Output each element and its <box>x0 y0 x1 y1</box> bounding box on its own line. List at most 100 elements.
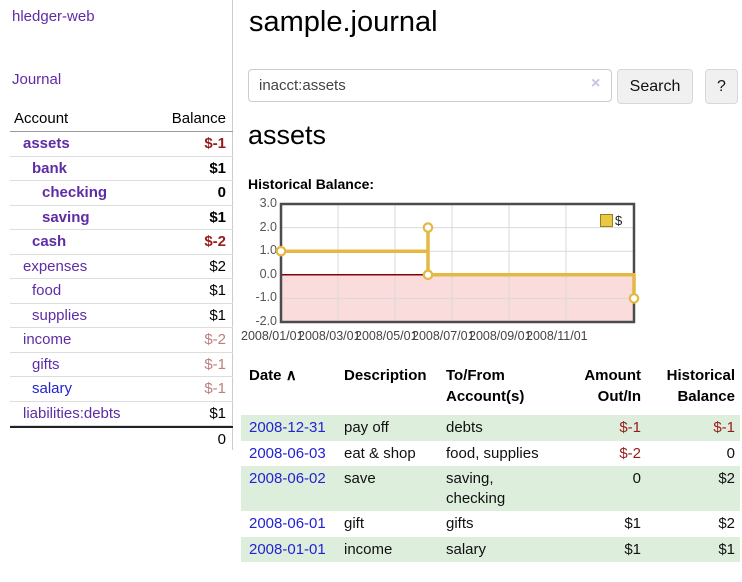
transactions-header-row: Date ∧ Description To/From Account(s) Am… <box>241 361 740 415</box>
description-column-header: Description <box>344 367 427 384</box>
balance-value: $1 <box>209 208 226 226</box>
account-link-salary[interactable]: salary <box>32 380 73 398</box>
account-link-food[interactable]: food <box>32 282 62 300</box>
legend-series-label: $ <box>615 213 623 228</box>
balance-column-header: Historical Balance <box>666 367 735 405</box>
sort-asc-icon: ∧ <box>285 367 297 384</box>
clear-search-icon[interactable]: × <box>591 75 601 92</box>
app-title-link[interactable]: hledger-web <box>12 8 95 25</box>
balance-value: $1 <box>209 306 226 324</box>
transaction-description: pay off <box>344 419 389 436</box>
y-tick-label: 2.0 <box>259 220 277 234</box>
transaction-amount: $-1 <box>619 419 641 436</box>
account-link-assets[interactable]: assets <box>23 135 70 153</box>
account-link-supplies[interactable]: supplies <box>32 306 88 324</box>
account-link-liabilities-debts[interactable]: liabilities:debts <box>23 404 121 422</box>
account-link-income[interactable]: income <box>23 331 72 349</box>
transaction-date-link[interactable]: 2008-06-02 <box>249 470 326 487</box>
transaction-accounts: food, supplies <box>446 444 539 462</box>
sidebar: hledger-web Journal Account Balance asse… <box>0 0 233 450</box>
chart-legend: $ <box>600 213 622 228</box>
transaction-row[interactable]: 2008-06-01 gift gifts $1 $2 <box>241 511 740 537</box>
x-tick-label: 2008/05/01 <box>355 329 418 343</box>
account-link-checking[interactable]: checking <box>42 184 108 202</box>
account-row-supplies: supplies $1 <box>10 304 233 328</box>
account-column-header: Account <box>14 110 69 127</box>
chart-border <box>279 202 636 324</box>
account-link-bank[interactable]: bank <box>32 159 68 177</box>
chart-grid <box>281 204 634 322</box>
balance-value: $2 <box>209 257 226 275</box>
historical-balance-chart <box>275 202 640 324</box>
balance-value: $-1 <box>204 380 226 398</box>
account-row-bank: bank $1 <box>10 157 233 181</box>
transaction-amount: 0 <box>632 470 641 487</box>
y-tick-label: 1.0 <box>259 243 277 257</box>
balance-value: $1 <box>209 159 226 177</box>
transaction-balance: $2 <box>718 470 735 487</box>
account-row-cash: cash $-2 <box>10 230 233 255</box>
transaction-balance: 0 <box>726 444 735 462</box>
account-link-cash[interactable]: cash <box>32 233 67 251</box>
transaction-row[interactable]: 2008-12-31 pay off debts $-1 $-1 <box>241 415 740 441</box>
account-link-expenses[interactable]: expenses <box>23 257 88 275</box>
data-point-markers <box>275 222 640 304</box>
transaction-row[interactable]: 2008-06-03 eat & shop food, supplies $-2… <box>241 441 740 467</box>
account-link-saving[interactable]: saving <box>42 208 90 226</box>
transaction-amount: $1 <box>624 515 641 532</box>
transaction-row[interactable]: 2008-01-01 income salary $1 $1 <box>241 536 740 562</box>
search-input[interactable] <box>248 69 612 102</box>
account-link-gifts[interactable]: gifts <box>32 355 60 373</box>
x-tick-label: 2008/11/01 <box>526 329 588 343</box>
transaction-row[interactable]: 2008-06-02 save saving, checking 0 $2 <box>241 466 740 511</box>
legend-swatch-icon <box>600 214 613 227</box>
balance-value: 0 <box>217 184 226 202</box>
y-tick-label: 3.0 <box>259 196 277 210</box>
search-button[interactable]: Search <box>617 69 693 104</box>
account-total-row: 0 <box>10 426 233 451</box>
transaction-accounts: gifts <box>446 515 474 532</box>
account-row-saving: saving $1 <box>10 206 233 230</box>
transaction-balance: $-1 <box>713 419 735 436</box>
transaction-balance: $2 <box>718 515 735 532</box>
y-tick-label: 0.0 <box>259 267 277 281</box>
balance-value: $1 <box>209 404 226 422</box>
balance-value: $-2 <box>204 331 226 349</box>
account-row-checking: checking 0 <box>10 181 233 206</box>
help-button[interactable]: ? <box>705 69 738 104</box>
total-balance-value: 0 <box>217 430 226 448</box>
account-row-gifts: gifts $-1 <box>10 353 233 377</box>
balance-value: $-2 <box>204 233 226 251</box>
transaction-date-link[interactable]: 2008-01-01 <box>249 540 326 558</box>
x-tick-label: 2008/07/01 <box>412 329 475 343</box>
x-tick-label: 2008/01/01 <box>241 329 304 343</box>
y-tick-label: -2.0 <box>255 314 277 328</box>
balance-value: $-1 <box>204 355 226 373</box>
account-row-assets: assets $-1 <box>10 132 233 157</box>
balance-value: $1 <box>209 282 226 300</box>
account-row-food: food $1 <box>10 279 233 304</box>
x-tick-label: 2008/03/01 <box>298 329 361 343</box>
transaction-date-link[interactable]: 2008-12-31 <box>249 419 326 436</box>
y-tick-label: -1.0 <box>255 290 277 304</box>
transaction-amount: $1 <box>624 540 641 558</box>
transaction-balance: $1 <box>718 540 735 558</box>
tofrom-column-header: To/From Account(s) <box>446 367 525 405</box>
sidebar-item-journal[interactable]: Journal <box>12 71 62 88</box>
date-column-header[interactable]: Date ∧ <box>249 367 297 384</box>
transaction-date-link[interactable]: 2008-06-03 <box>249 444 326 462</box>
transaction-accounts: saving, checking <box>446 470 506 507</box>
balance-column-header: Balance <box>171 110 226 127</box>
transaction-description: income <box>344 540 393 558</box>
x-tick-label: 2008/09/01 <box>469 329 532 343</box>
amount-column-header: Amount Out/In <box>584 367 641 405</box>
transaction-amount: $-2 <box>619 444 641 462</box>
transactions-table: Date ∧ Description To/From Account(s) Am… <box>241 361 740 562</box>
transaction-accounts: debts <box>446 419 483 436</box>
transaction-description: gift <box>344 515 365 532</box>
transaction-accounts: salary <box>446 540 487 558</box>
account-row-income: income $-2 <box>10 328 233 353</box>
transaction-date-link[interactable]: 2008-06-01 <box>249 515 326 532</box>
account-table-header: Account Balance <box>10 106 233 132</box>
account-row-expenses: expenses $2 <box>10 255 233 279</box>
